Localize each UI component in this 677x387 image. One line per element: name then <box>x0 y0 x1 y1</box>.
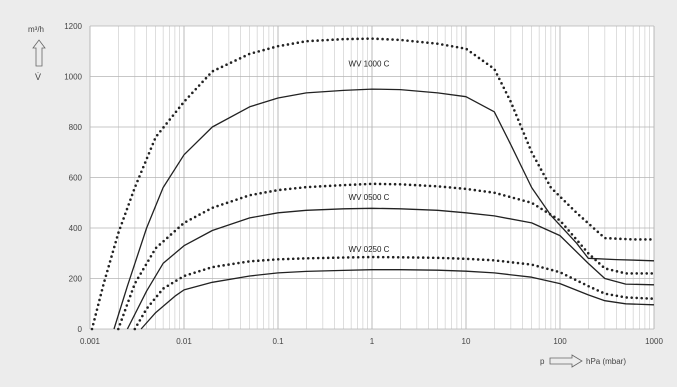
x-axis-symbol: p <box>540 357 545 366</box>
series-dotted-line-3 <box>117 182 656 331</box>
annotations: WV 1000 C WV 0500 C WV 0250 C <box>349 59 390 254</box>
y-tick-label: 800 <box>69 123 83 132</box>
y-tick-label: 0 <box>78 325 83 334</box>
y-tick-label: 600 <box>69 174 83 183</box>
x-tick-label: 0.01 <box>176 337 192 346</box>
x-tick-label: 0.1 <box>272 337 284 346</box>
series-group <box>90 37 656 331</box>
series-dotted-line-1 <box>90 37 656 331</box>
x-tick-label: 0.001 <box>80 337 101 346</box>
x-tick-label: 100 <box>553 337 567 346</box>
series-solid-line-2 <box>113 88 655 330</box>
x-axis-arrow-icon <box>549 354 583 368</box>
y-axis-symbol: V̇ <box>35 72 41 82</box>
series-annotation-label: WV 1000 C <box>349 59 390 68</box>
y-axis-arrow-icon <box>32 39 46 67</box>
series-solid-line-6 <box>140 269 655 330</box>
grid <box>89 25 655 330</box>
x-tick-label: 1 <box>370 337 375 346</box>
y-axis-unit: m³/h <box>28 25 44 34</box>
y-axis-ticks: 0 200 400 600 800 1000 1200 <box>64 22 82 334</box>
series-annotation-label: WV 0250 C <box>349 245 390 254</box>
x-axis-ticks: 0.001 0.01 0.1 1 10 100 1000 <box>80 337 663 346</box>
x-tick-label: 10 <box>462 337 471 346</box>
y-tick-label: 1000 <box>64 73 82 82</box>
series-solid-line-4 <box>126 207 655 330</box>
x-tick-label: 1000 <box>645 337 663 346</box>
y-tick-label: 400 <box>69 224 83 233</box>
y-tick-label: 1200 <box>64 22 82 31</box>
series-dotted-line-5 <box>133 255 656 331</box>
x-axis-label: hPa (mbar) <box>586 357 626 366</box>
y-tick-label: 200 <box>69 275 83 284</box>
series-annotation-label: WV 0500 C <box>349 193 390 202</box>
